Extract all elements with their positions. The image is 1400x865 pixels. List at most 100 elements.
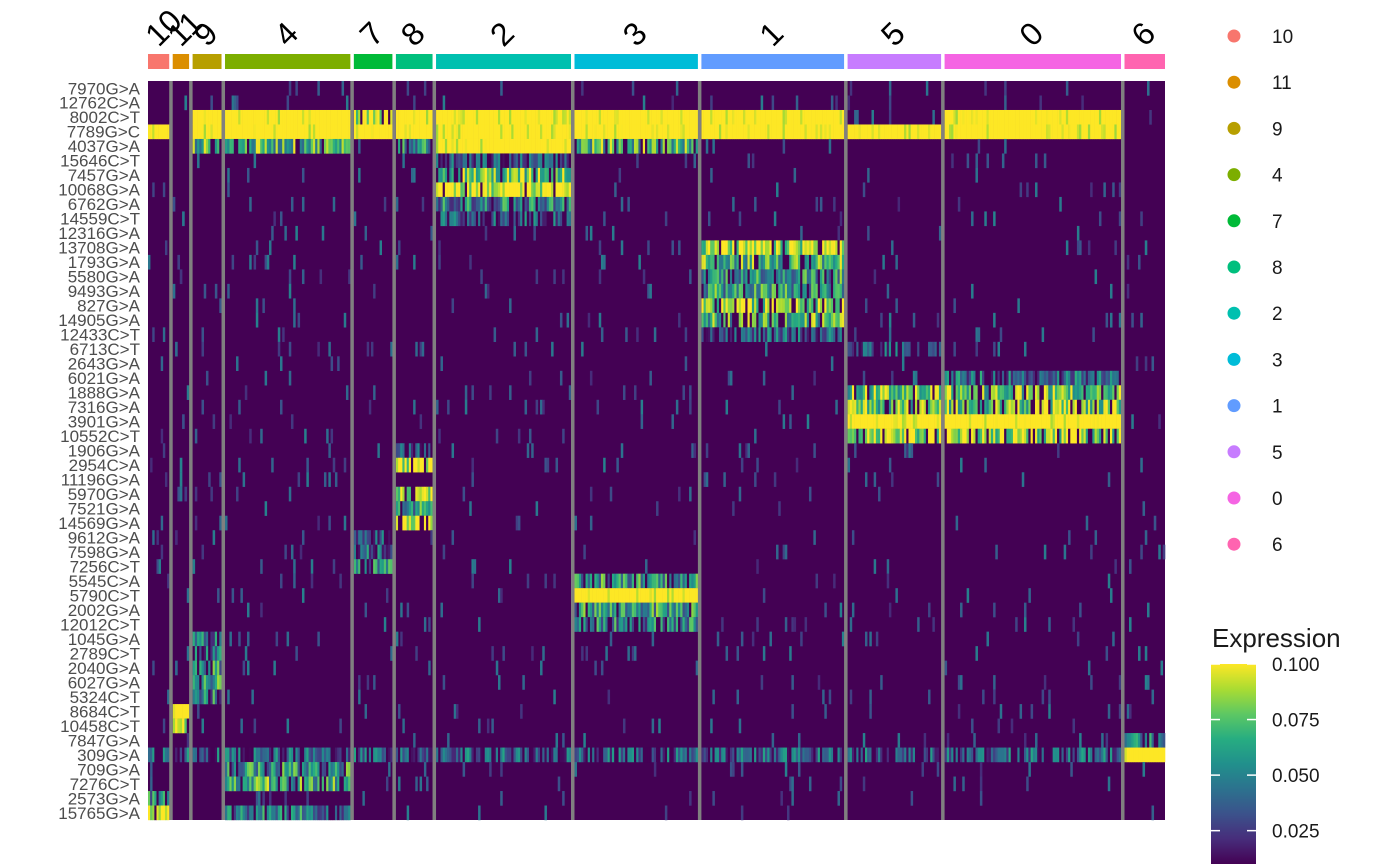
heatmap-cell: [979, 747, 983, 763]
heatmap-cell: [955, 109, 959, 125]
heatmap-cell: [587, 588, 591, 603]
heatmap-cell: [856, 341, 859, 357]
heatmap-cell: [286, 762, 290, 777]
heatmap-cell: [299, 124, 303, 140]
heatmap-cell: [822, 254, 825, 270]
heatmap-cell: [395, 109, 399, 125]
heatmap-cell: [358, 530, 361, 545]
heatmap-cell: [721, 109, 724, 125]
heatmap-cell: [229, 776, 232, 792]
heatmap-cell: [837, 283, 840, 299]
heatmap-cell: [297, 472, 301, 487]
heatmap-cell: [1035, 428, 1038, 444]
heatmap-cell: [1004, 109, 1007, 125]
heatmap-cell: [323, 762, 327, 777]
heatmap-cell: [533, 747, 536, 763]
heatmap-cell: [1090, 182, 1093, 198]
heatmap-cell: [822, 109, 825, 125]
heatmap-cell: [723, 124, 726, 140]
heatmap-cell: [695, 124, 699, 140]
heatmap-cell: [528, 138, 532, 154]
heatmap-cell: [1043, 414, 1047, 429]
heatmap-cell: [921, 341, 924, 357]
heatmap-cell: [192, 559, 196, 574]
heatmap-cell: [473, 559, 477, 574]
heatmap-cell: [930, 385, 933, 400]
heatmap-cell: [689, 617, 692, 632]
heatmap-cell: [749, 312, 753, 328]
heatmap-cell: [780, 254, 783, 270]
heatmap-cell: [795, 95, 799, 111]
feature-label: 12316G>A: [58, 224, 140, 243]
heatmap-cell: [908, 443, 911, 458]
heatmap-cell: [971, 414, 974, 429]
heatmap-cell: [1068, 370, 1071, 386]
heatmap-cell: [484, 124, 488, 140]
heatmap-cell: [175, 704, 178, 719]
heatmap-cell: [729, 283, 733, 299]
heatmap-cell: [869, 631, 872, 647]
heatmap-cell: [205, 747, 209, 763]
heatmap-cell: [723, 327, 726, 343]
heatmap-cell: [740, 631, 744, 647]
heatmap-cell: [330, 138, 334, 154]
heatmap-cell: [955, 399, 959, 415]
heatmap-cell: [279, 747, 283, 763]
heatmap-cell: [701, 254, 704, 270]
heatmap-cell: [1098, 428, 1102, 444]
heatmap-cell: [398, 501, 401, 516]
heatmap-cell: [430, 457, 433, 473]
heatmap-cell: [262, 124, 265, 140]
heatmap-cell: [600, 327, 604, 343]
heatmap-cell: [1081, 124, 1084, 140]
heatmap-cell: [837, 269, 840, 285]
heatmap-cell: [856, 399, 859, 415]
heatmap-cell: [660, 747, 663, 763]
heatmap-cell: [603, 602, 606, 618]
heatmap-cell: [1133, 747, 1137, 763]
heatmap-cell: [780, 109, 783, 125]
heatmap-cell: [264, 501, 268, 516]
heatmap-cell: [1041, 414, 1045, 429]
heatmap-cell: [751, 312, 755, 328]
heatmap-cell: [1096, 747, 1100, 763]
heatmap-cell: [279, 211, 283, 227]
heatmap-cell: [603, 124, 606, 140]
heatmap-cell: [680, 588, 683, 603]
heatmap-cell: [288, 81, 292, 96]
heatmap-cell: [806, 747, 810, 763]
heatmap-cell: [495, 211, 499, 227]
heatmap-cell: [1057, 370, 1060, 386]
heatmap-cell: [988, 370, 992, 386]
heatmap-cell: [740, 269, 744, 285]
heatmap-cell: [1026, 776, 1029, 792]
cluster-bar-label: 9: [187, 15, 225, 53]
heatmap-cell: [1156, 733, 1159, 748]
heatmap-cell: [328, 443, 331, 458]
heatmap-cell: [341, 805, 345, 821]
heatmap-cell: [236, 747, 239, 763]
heatmap-cell: [791, 298, 794, 314]
heatmap-cell: [979, 370, 983, 386]
heatmap-cell: [620, 196, 624, 212]
heatmap-cell: [162, 791, 166, 806]
heatmap-cell: [413, 501, 416, 516]
heatmap-cell: [553, 211, 556, 227]
heatmap-cell: [826, 124, 830, 140]
heatmap-cell: [408, 443, 412, 458]
heatmap-cell: [882, 341, 885, 357]
heatmap-cell: [736, 109, 740, 125]
heatmap-cell: [928, 602, 931, 618]
heatmap-cell: [944, 109, 948, 125]
heatmap-cell: [555, 747, 559, 763]
feature-label: 2573G>A: [68, 789, 141, 808]
heatmap-cell: [442, 182, 446, 198]
heatmap-cell: [236, 138, 239, 154]
heatmap-cell: [1043, 544, 1047, 560]
heatmap-cell: [675, 109, 679, 125]
heatmap-cell: [747, 747, 750, 763]
heatmap-cell: [977, 385, 981, 400]
heatmap-cell: [438, 211, 441, 227]
heatmap-cell: [747, 240, 750, 256]
heatmap-cell: [847, 95, 851, 111]
